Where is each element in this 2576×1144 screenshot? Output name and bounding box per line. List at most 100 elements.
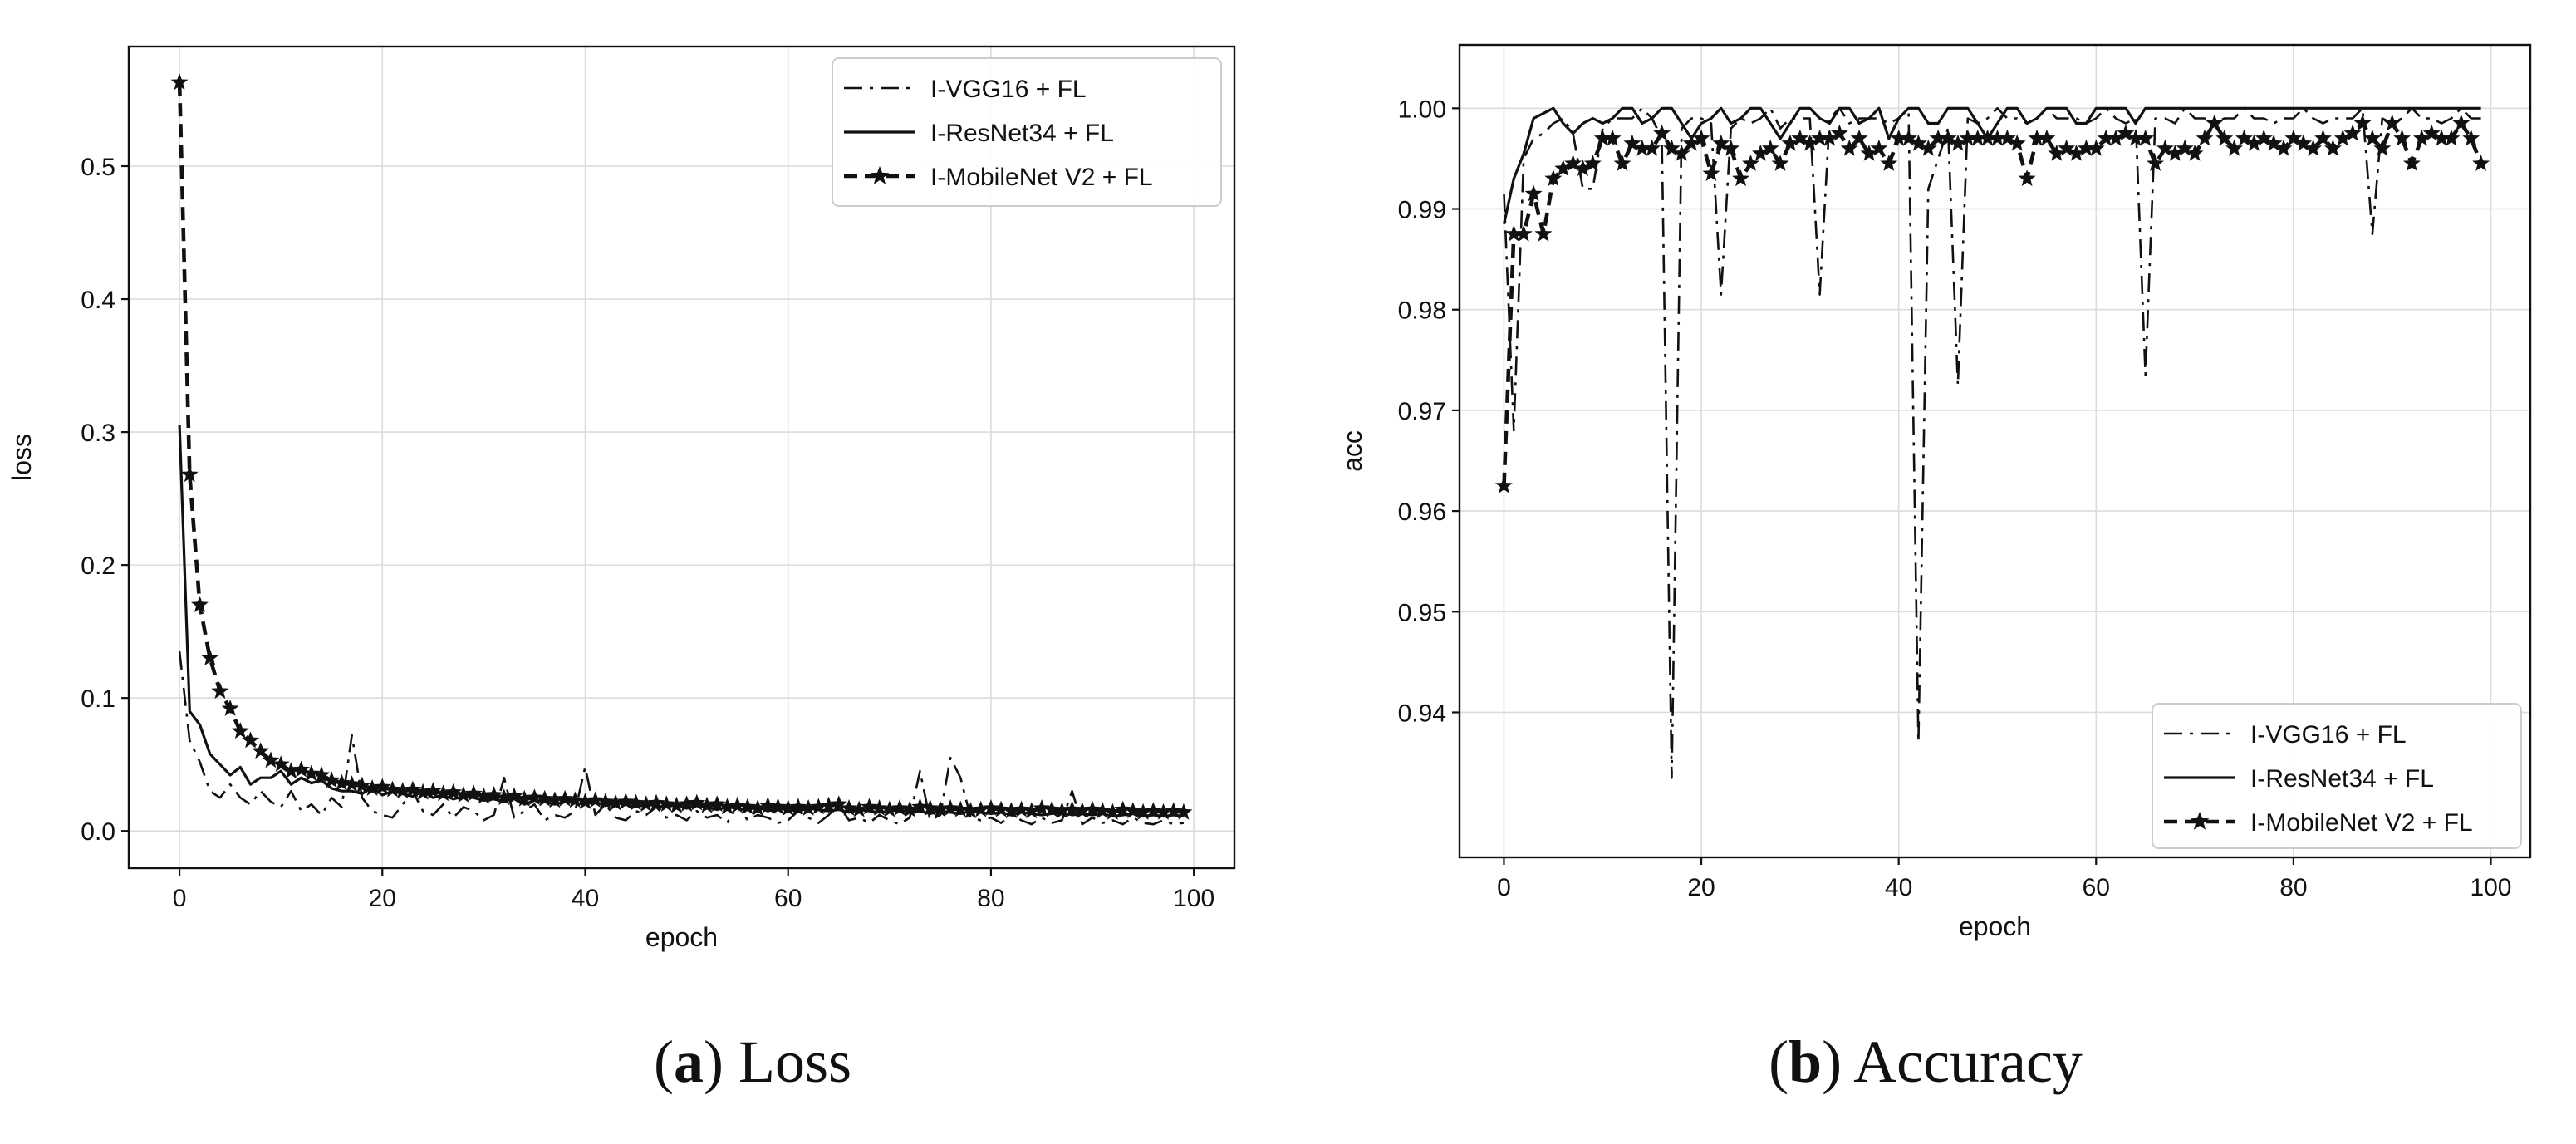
loss-series-point-2 bbox=[871, 799, 889, 816]
acc-series-point-2 bbox=[2137, 129, 2155, 146]
acc-series-point-2 bbox=[1870, 139, 1888, 156]
acc-series-point-2 bbox=[1623, 134, 1641, 151]
acc-series-point-2 bbox=[2314, 129, 2332, 146]
acc-series-point-2 bbox=[1998, 129, 2016, 146]
loss-series-point-2 bbox=[779, 799, 797, 816]
acc-series-point-2 bbox=[1830, 124, 1848, 141]
loss-series-point-2 bbox=[840, 799, 858, 816]
acc-xaxis-label: epoch bbox=[1959, 911, 2031, 941]
caption-a: (a) Loss bbox=[654, 1029, 851, 1095]
acc-series-point-2 bbox=[2077, 139, 2095, 156]
loss-series-point-2 bbox=[982, 799, 1000, 816]
acc-series-point-2 bbox=[1969, 129, 1987, 146]
acc-series-point-2 bbox=[1791, 129, 1809, 146]
loss-series-point-2 bbox=[708, 795, 726, 813]
acc-series-point-2 bbox=[1653, 124, 1671, 141]
loss-series-point-2 bbox=[201, 649, 219, 665]
loss-series-point-2 bbox=[1144, 802, 1162, 819]
acc-series-point-2 bbox=[1751, 144, 1769, 161]
loss-series-point-2 bbox=[586, 791, 605, 808]
loss-series-point-2 bbox=[972, 800, 990, 817]
acc-series-point-2 bbox=[1732, 169, 1749, 187]
acc-series-point-2 bbox=[1603, 129, 1622, 146]
acc-series-point-2 bbox=[2156, 139, 2174, 156]
loss-series-point-2 bbox=[384, 780, 401, 798]
loss-series-point-2 bbox=[312, 766, 331, 783]
acc-series-point-2 bbox=[1811, 129, 1829, 146]
acc-series-point-2 bbox=[1840, 139, 1858, 156]
acc-xtick-label: 100 bbox=[2470, 874, 2511, 901]
acc-ytick-label: 1.00 bbox=[1398, 96, 1446, 123]
loss-series-point-2 bbox=[485, 786, 503, 803]
loss-series-point-2 bbox=[322, 771, 341, 788]
loss-series-point-2 bbox=[962, 802, 979, 819]
acc-series-point-2 bbox=[1712, 134, 1730, 151]
acc-series-point-2 bbox=[2058, 139, 2076, 156]
acc-series-point-2 bbox=[1583, 155, 1602, 171]
acc-series-point-2 bbox=[1663, 139, 1681, 156]
acc-series-point-2 bbox=[2304, 139, 2323, 156]
loss-ytick-label: 0.3 bbox=[81, 420, 115, 447]
loss-legend: I-VGG16 + FL I-ResNet34 + FL I-MobileNet V… bbox=[832, 57, 1222, 207]
loss-series-point-2 bbox=[809, 798, 827, 815]
loss-legend-marker-2 bbox=[870, 166, 890, 184]
loss-series-point-2 bbox=[464, 784, 483, 802]
loss-series-point-2 bbox=[789, 798, 807, 815]
loss-series-point-2 bbox=[606, 793, 625, 811]
acc-series-point-2 bbox=[1919, 139, 1937, 156]
acc-xtick-label: 0 bbox=[1497, 874, 1511, 901]
acc-series-point-2 bbox=[2087, 139, 2105, 156]
loss-series-point-2 bbox=[1002, 802, 1020, 819]
loss-legend-label-2: I-MobileNet V2 + FL bbox=[930, 164, 1153, 191]
loss-series-point-2 bbox=[302, 764, 321, 782]
loss-series-point-2 bbox=[830, 795, 848, 813]
caption-a-text: Loss bbox=[738, 1029, 851, 1095]
acc-series-point-2 bbox=[1564, 155, 1582, 171]
loss-xtick-label: 60 bbox=[774, 885, 802, 912]
loss-series-point-2 bbox=[1165, 802, 1183, 819]
loss-series-point-2 bbox=[769, 798, 787, 815]
caption-b-letter: b bbox=[1788, 1029, 1822, 1095]
acc-series-line-0 bbox=[1503, 107, 2481, 779]
loss-series-point-2 bbox=[272, 755, 290, 773]
acc-series-point-2 bbox=[1910, 134, 1927, 151]
acc-series-point-2 bbox=[1495, 476, 1513, 493]
acc-series-point-2 bbox=[2255, 129, 2273, 146]
loss-ytick-label: 0.2 bbox=[81, 552, 115, 580]
loss-series-point-2 bbox=[992, 800, 1010, 817]
loss-series-line-1 bbox=[178, 425, 1185, 818]
loss-yaxis-label: loss bbox=[7, 434, 37, 481]
acc-series-point-2 bbox=[2068, 144, 2085, 161]
loss-xaxis-label: epoch bbox=[645, 922, 718, 952]
loss-series-point-2 bbox=[363, 779, 381, 796]
acc-series-point-2 bbox=[2403, 155, 2421, 171]
acc-series-point-2 bbox=[2462, 129, 2480, 146]
loss-series-point-2 bbox=[577, 793, 594, 809]
loss-chart: 0 20 40 60 80 100 0.0 0.1 0.2 0.3 0.4 0.5 epoch loss I… bbox=[7, 45, 1236, 952]
loss-series-point-2 bbox=[211, 682, 229, 700]
acc-series-point-2 bbox=[1672, 144, 1690, 161]
acc-series-point-2 bbox=[1781, 134, 1799, 151]
loss-series-point-2 bbox=[891, 799, 909, 816]
acc-series-point-2 bbox=[1900, 129, 1917, 146]
loss-series-point-2 bbox=[526, 788, 543, 806]
acc-series-point-2 bbox=[2127, 129, 2145, 146]
loss-series-point-2 bbox=[170, 73, 189, 91]
loss-series-point-2 bbox=[627, 793, 645, 811]
loss-series-point-2 bbox=[738, 798, 757, 815]
acc-series-point-2 bbox=[2422, 124, 2441, 141]
loss-series-point-2 bbox=[719, 798, 736, 815]
loss-series-point-2 bbox=[748, 799, 767, 816]
loss-ytick-label: 0.5 bbox=[81, 154, 115, 181]
loss-legend-box bbox=[832, 57, 1222, 207]
acc-plot-frame bbox=[1458, 43, 2532, 859]
acc-series-point-2 bbox=[1742, 155, 1759, 171]
loss-series-point-2 bbox=[333, 773, 351, 791]
loss-series-point-2 bbox=[343, 775, 361, 793]
acc-series-point-2 bbox=[1692, 129, 1710, 146]
accuracy-chart: 0 20 40 60 80 100 0.94 0.95 0.96 0.97 0.98 0.99 1.00… bbox=[1337, 43, 2532, 941]
acc-series-point-2 bbox=[1524, 184, 1543, 202]
acc-yaxis-label: acc bbox=[1337, 430, 1367, 472]
acc-series-point-2 bbox=[2393, 129, 2411, 146]
loss-series-point-2 bbox=[647, 793, 665, 811]
